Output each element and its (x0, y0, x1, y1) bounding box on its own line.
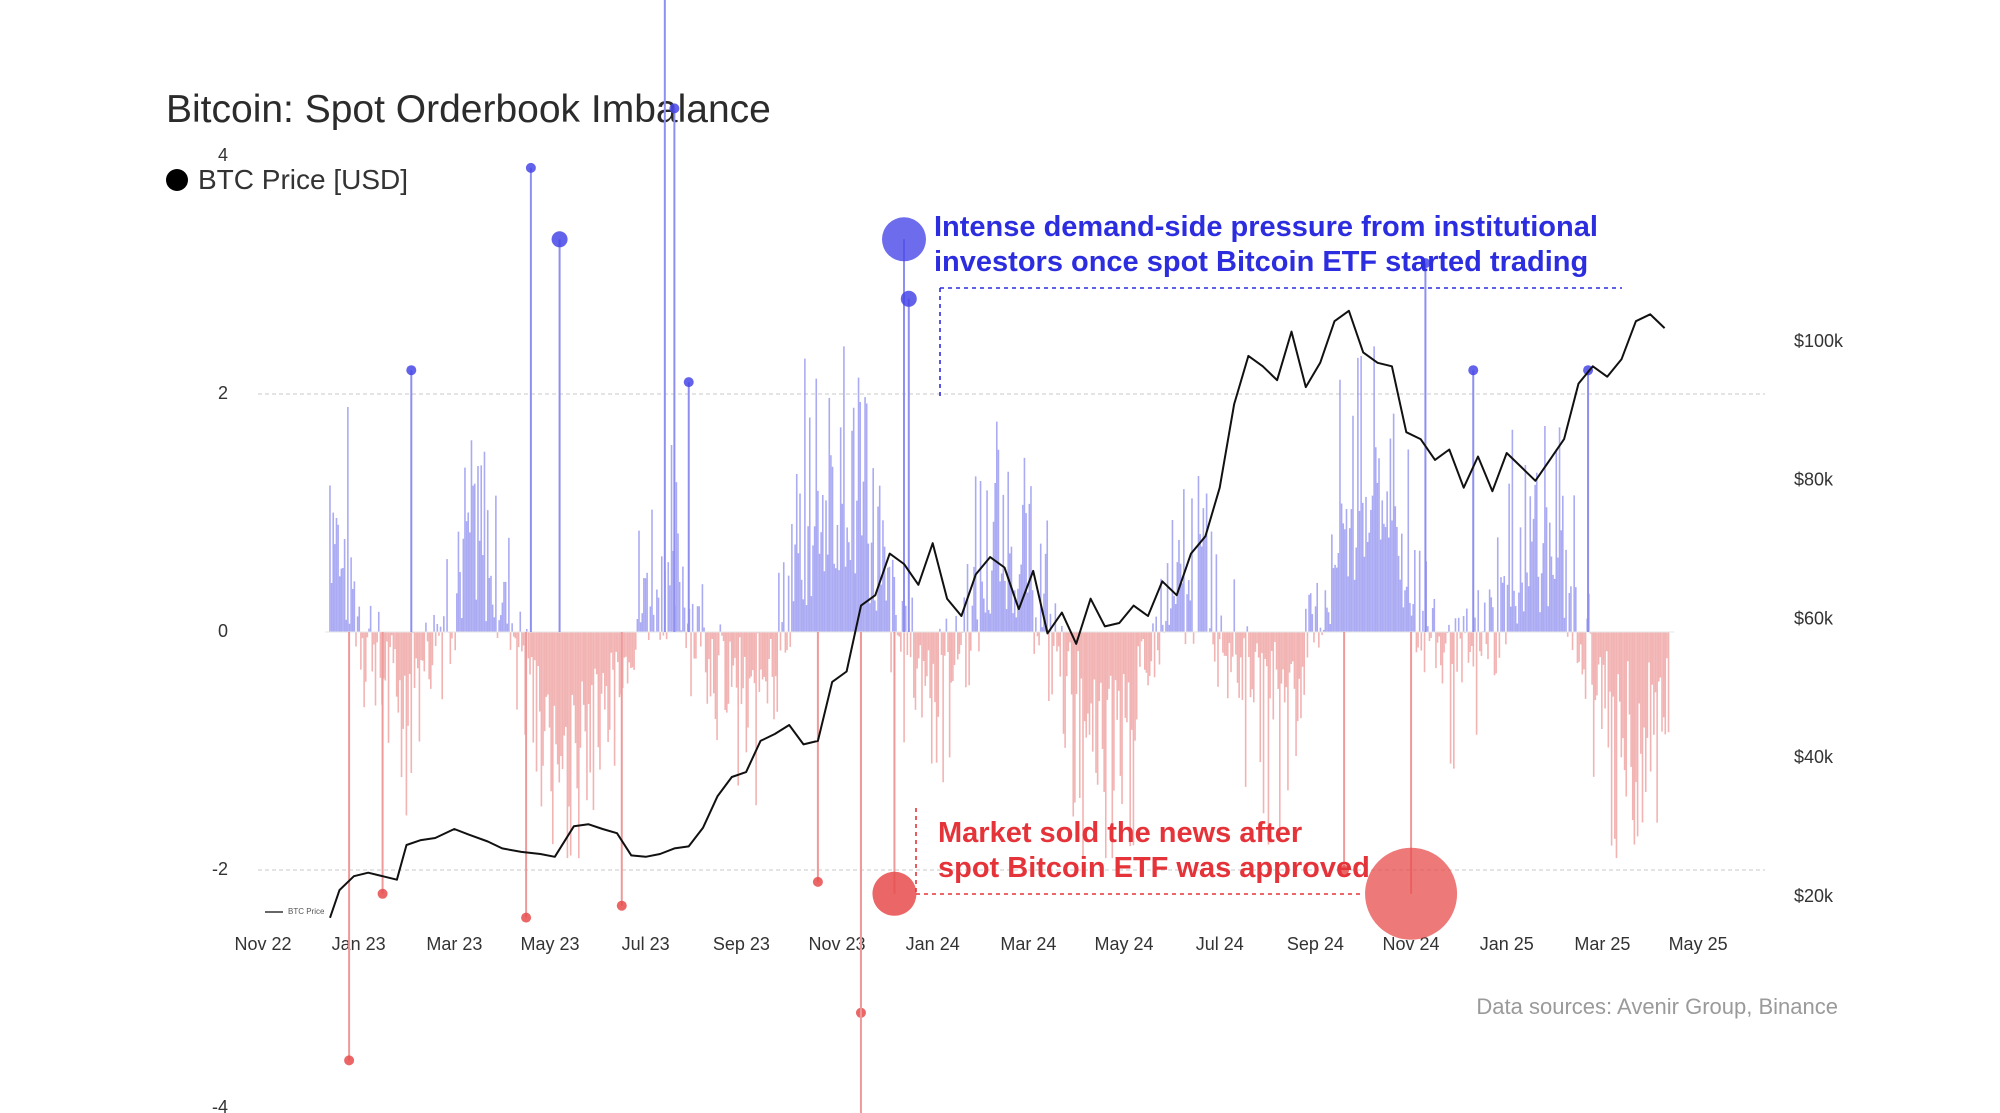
x-tick-label: Sep 24 (1287, 934, 1344, 954)
y-left-tick-label: -2 (212, 859, 228, 879)
y-left-tick-label: -4 (212, 1097, 228, 1113)
y-left-tick-label: 4 (218, 145, 228, 165)
marker-positive (900, 290, 917, 307)
marker-negative (872, 871, 917, 916)
y-right-tick-label: $60k (1794, 608, 1834, 628)
marker-negative (616, 900, 627, 911)
x-tick-label: Sep 23 (713, 934, 770, 954)
x-tick-label: Nov 24 (1383, 934, 1440, 954)
annotation-blue: Intense demand-side pressure from instit… (934, 210, 1598, 280)
marker-negative (1339, 865, 1350, 875)
annotation-blue-line2: investors once spot Bitcoin ETF started … (934, 246, 1589, 278)
y-right-tick-label: $20k (1794, 886, 1834, 906)
x-tick-label: May 25 (1669, 934, 1728, 954)
marker-positive (882, 217, 927, 262)
marker-negative (812, 876, 823, 887)
btc-price-line (329, 309, 1666, 919)
x-tick-label: Jan 25 (1480, 934, 1534, 954)
marker-positive (669, 103, 680, 114)
y-right-tick-label: $80k (1794, 470, 1834, 490)
x-tick-label: Nov 23 (809, 934, 866, 954)
annotation-blue-line1: Intense demand-side pressure from instit… (934, 211, 1598, 243)
annotation-red-line2: spot Bitcoin ETF was approved (938, 852, 1370, 884)
marker-positive (683, 377, 694, 388)
marker-positive (551, 231, 568, 248)
marker-negative (344, 1055, 355, 1066)
legend-dot-icon (166, 169, 188, 191)
data-source-note: Data sources: Avenir Group, Binance (1476, 994, 1838, 1019)
x-tick-label: Mar 25 (1574, 934, 1630, 954)
marker-positive (525, 162, 536, 173)
annotation-red: Market sold the news after spot Bitcoin … (938, 816, 1370, 886)
mini-legend-label: BTC Price (288, 907, 325, 916)
chart-legend[interactable]: BTC Price [USD] (166, 164, 408, 196)
marker-negative (521, 912, 532, 923)
x-tick-label: Mar 23 (426, 934, 482, 954)
x-tick-label: Jul 24 (1196, 934, 1244, 954)
marker-positive (1468, 365, 1479, 376)
marker-positive (1420, 258, 1431, 269)
legend-label-btc-price: BTC Price [USD] (198, 164, 409, 195)
x-tick-label: Mar 24 (1000, 934, 1056, 954)
y-right-tick-label: $100k (1794, 331, 1844, 351)
x-tick-label: May 24 (1095, 934, 1154, 954)
marker-negative (1365, 847, 1458, 940)
x-tick-label: Jan 24 (906, 934, 960, 954)
y-right-tick-label: $40k (1794, 747, 1834, 767)
marker-negative (377, 888, 388, 899)
x-tick-label: Jan 23 (332, 934, 386, 954)
y-left-tick-label: 0 (218, 621, 228, 641)
x-tick-label: Jul 23 (622, 934, 670, 954)
marker-positive (406, 365, 417, 376)
x-tick-label: Nov 22 (234, 934, 291, 954)
x-tick-label: May 23 (521, 934, 580, 954)
y-left-tick-label: 2 (218, 383, 228, 403)
annotation-red-line1: Market sold the news after (938, 817, 1303, 849)
